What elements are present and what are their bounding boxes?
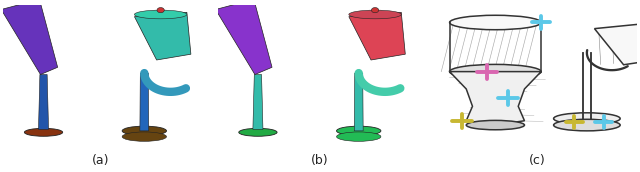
Polygon shape (216, 0, 272, 74)
Ellipse shape (450, 15, 541, 30)
Polygon shape (595, 23, 640, 65)
Ellipse shape (554, 119, 620, 131)
Ellipse shape (337, 126, 381, 136)
Ellipse shape (239, 128, 277, 136)
Circle shape (371, 8, 379, 13)
Ellipse shape (554, 113, 620, 124)
Polygon shape (38, 74, 49, 129)
Ellipse shape (24, 128, 63, 136)
Ellipse shape (134, 10, 187, 19)
Text: (c): (c) (529, 154, 546, 167)
Ellipse shape (122, 132, 166, 141)
Polygon shape (349, 12, 405, 60)
Ellipse shape (450, 64, 541, 79)
Polygon shape (450, 72, 541, 125)
Polygon shape (1, 0, 58, 74)
Circle shape (157, 8, 164, 13)
Ellipse shape (466, 120, 525, 130)
Ellipse shape (349, 10, 401, 19)
Polygon shape (355, 73, 363, 131)
Polygon shape (253, 74, 263, 129)
Polygon shape (140, 73, 148, 131)
Polygon shape (134, 12, 191, 60)
Text: (b): (b) (311, 154, 329, 167)
Ellipse shape (122, 126, 166, 136)
Text: (a): (a) (92, 154, 110, 167)
Ellipse shape (337, 132, 381, 141)
